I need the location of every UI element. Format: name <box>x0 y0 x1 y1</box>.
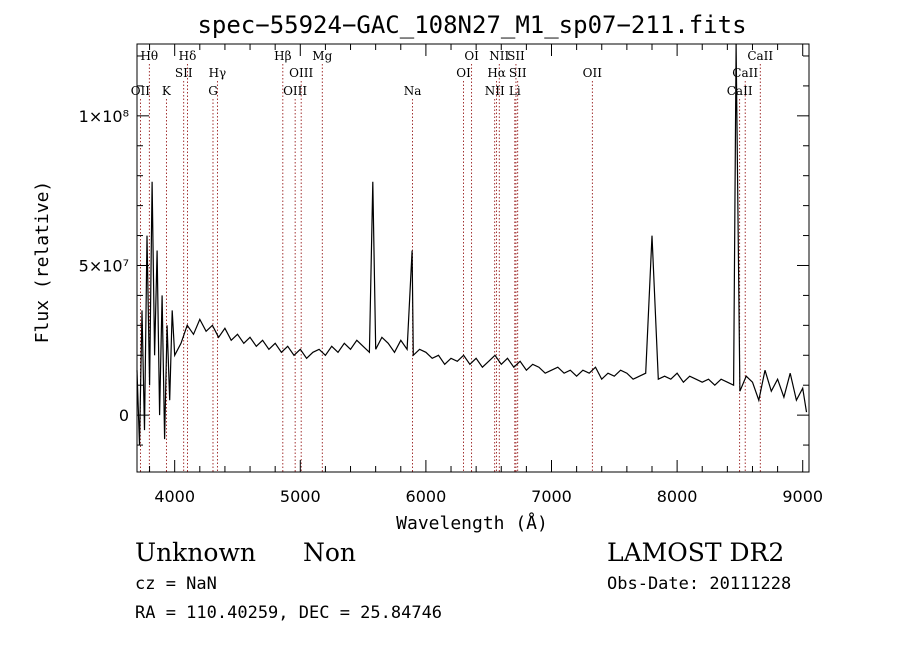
x-axis-label: Wavelength (Å) <box>396 512 548 534</box>
x-tick-label: 8000 <box>657 487 698 506</box>
marker-label: OIII <box>289 66 313 80</box>
marker-label: Na <box>404 84 422 98</box>
x-tick-label: 6000 <box>406 487 447 506</box>
x-tick-label: 5000 <box>280 487 321 506</box>
marker-label: G <box>208 84 218 98</box>
marker-label: NII <box>489 49 509 63</box>
marker-label: CaII <box>732 66 758 80</box>
marker-label: OIII <box>283 84 307 98</box>
marker-label: K <box>162 84 172 98</box>
x-tick-label: 7000 <box>531 487 572 506</box>
redshift-cz: cz = NaN <box>135 574 217 594</box>
axis-ticks: 4000 5000 6000 7000 8000 9000 0 5×10⁷ 1×10⁸ <box>79 44 823 506</box>
x-tick-label: 4000 <box>154 487 195 506</box>
ra-dec-coordinates: RA = 110.40259, DEC = 25.84746 <box>135 603 443 623</box>
marker-label: OI <box>456 66 471 80</box>
marker-label: Hα <box>487 66 506 80</box>
marker-label: Mg <box>312 49 332 63</box>
marker-label: NII <box>485 84 505 98</box>
object-subclass: Non <box>303 538 357 567</box>
observation-date: Obs-Date: 20111228 <box>607 574 792 594</box>
plot-frame <box>136 43 810 473</box>
marker-label: SII <box>509 66 527 80</box>
survey-name: LAMOST DR2 <box>607 538 785 567</box>
spectrum-line <box>136 43 808 446</box>
y-tick-label: 1×10⁸ <box>79 107 129 126</box>
marker-label: Hβ <box>274 49 291 63</box>
marker-label: SII <box>507 49 525 63</box>
marker-label: Li <box>509 84 521 98</box>
spectrum-series <box>136 43 808 446</box>
object-class: Unknown <box>135 538 256 567</box>
marker-label: Hγ <box>209 66 227 80</box>
y-tick-label: 5×10⁷ <box>79 256 129 275</box>
chart-title: spec−55924−GAC_108N27_M1_sp07−211.fits <box>197 11 746 39</box>
marker-label: CaII <box>727 84 753 98</box>
marker-label: Hδ <box>179 49 197 63</box>
y-tick-label: 0 <box>119 406 129 425</box>
marker-label: OII <box>131 84 151 98</box>
marker-label: OI <box>464 49 479 63</box>
marker-label: SII <box>175 66 193 80</box>
marker-label: Hθ <box>140 49 158 63</box>
x-tick-label: 9000 <box>782 487 823 506</box>
marker-label: CaII <box>747 49 773 63</box>
marker-label: OII <box>583 66 603 80</box>
y-axis-label: Flux (relative) <box>32 181 53 344</box>
